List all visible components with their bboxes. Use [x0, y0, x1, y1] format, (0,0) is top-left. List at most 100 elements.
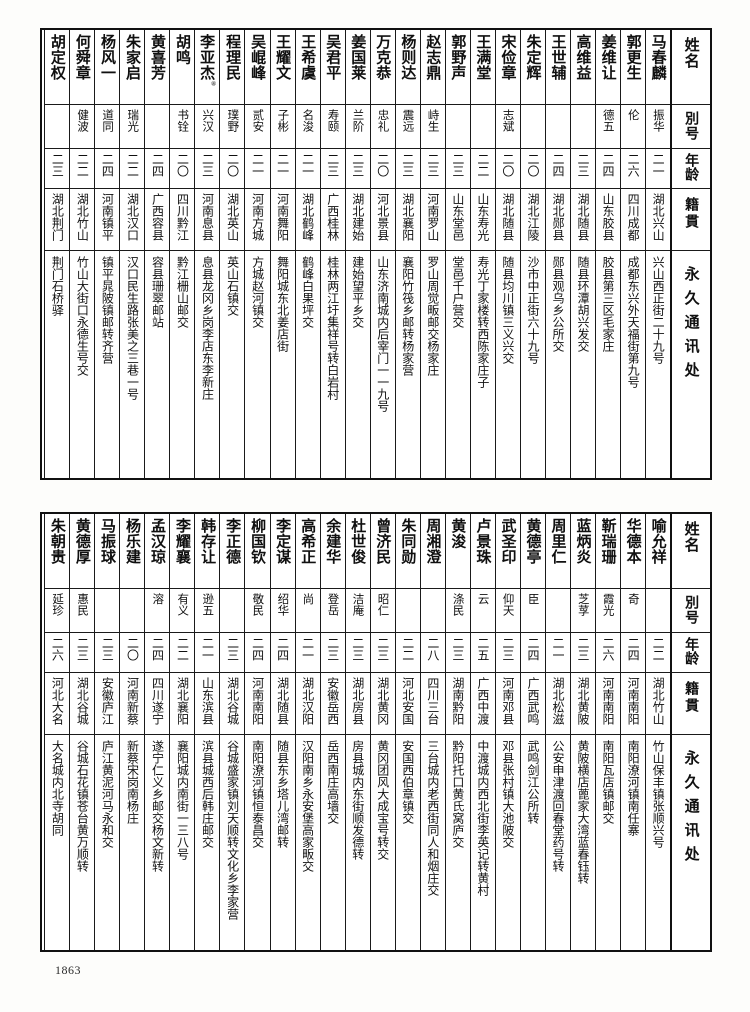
person-column[interactable]: 郭野声 二三 山东堂邑 堂邑千户营交: [444, 30, 470, 478]
person-column[interactable]: 蓝炳炎 芝莩 二三 湖北黄陂 黄陂横店蓖家大湾蓝春钰转: [569, 514, 595, 950]
person-age-text: 二二: [75, 153, 90, 177]
person-column[interactable]: 黄德厚 惠民 二三 湖北谷城 谷城石花镇苍台黄万顺转: [69, 514, 95, 950]
person-age-text: 二三: [75, 637, 90, 661]
person-name: 朱家启: [120, 30, 144, 104]
person-column[interactable]: 马振球 二三 安徽庐江 庐江黄泥河马永和交: [94, 514, 120, 950]
person-address-text: 武鸣剑江公所转: [525, 740, 540, 824]
person-column[interactable]: 吴崐峰 贰安 二一 河南方城 方城赵河镇交: [244, 30, 270, 478]
person-age: 二五: [470, 632, 495, 672]
person-column[interactable]: 靳瑞珊 霞光 二六 河南南阳 南阳瓦店镇邮交: [594, 514, 620, 950]
person-column[interactable]: 朱定辉 二〇 湖北江陵 沙市中正街六十九号: [519, 30, 545, 478]
label-origin: 籍貫: [672, 188, 710, 250]
person-alias-text: 绍华: [276, 593, 291, 616]
person-age-text: 二一: [200, 637, 215, 661]
person-age: 二四: [520, 632, 545, 672]
person-column[interactable]: 杨乐建 二〇 河南新蔡 新蔡宋岗南杨庄: [119, 514, 145, 950]
person-address: 竹山保丰镇张顺兴号: [645, 734, 670, 950]
person-origin: 湖北建始: [345, 188, 370, 250]
person-column[interactable]: 周湘澄 二八 四川三台 三台城内老西街同人和烟庄交: [419, 514, 445, 950]
person-address: 成都东兴外天福街第九号: [620, 250, 645, 478]
label-address: 永久通讯处: [672, 250, 710, 478]
person-alias: 涤民: [445, 588, 470, 632]
person-age: 二四: [145, 632, 170, 672]
person-column[interactable]: 武圣印 仰天 二三 河南邓县 邓县张村镇大池陂交: [494, 514, 520, 950]
person-address: 镇平晁陂镇邮转齐营: [95, 250, 120, 478]
person-address-text: 遂宁仁义乡邮交杨文新转: [150, 740, 165, 872]
person-alias: 寿颐: [320, 104, 345, 148]
person-column[interactable]: 华德本奇二四 河南南阳 南阳潦河镇南任寨: [619, 514, 645, 950]
person-address: 鹤峰白果坪交: [295, 250, 320, 478]
person-column[interactable]: 黄喜芳 二四 广西容县 容县珊翠邮站: [144, 30, 170, 478]
person-name-text: 郭野声: [449, 34, 468, 81]
person-column[interactable]: 赵志鼎 峙生 二三 河南罗山 罗山周觉畈邮交杨家庄: [419, 30, 445, 478]
person-column[interactable]: 朱朝贵 延珍 二六 河北大名 大名城内北寺胡同: [44, 514, 70, 950]
person-column[interactable]: 李耀襄 有义 二二 湖北襄阳 襄阳城内南街一三八号: [169, 514, 195, 950]
person-column[interactable]: 姜国莱 兰阶 二三 湖北建始 建始望平乡交: [344, 30, 370, 478]
person-age: 二一: [645, 148, 670, 188]
person-alias: [545, 588, 570, 632]
person-column[interactable]: 周里仁 二一 湖北松滋 公安申津渡回春堂药号转: [544, 514, 570, 950]
person-column[interactable]: 卢景珠云二五 广西中渡 中渡城内西北街李英记转黄村: [469, 514, 495, 950]
person-column[interactable]: 李亚杰⑧ 兴汉 二三 河南息县 息县龙冈乡岗李店东李新庄: [194, 30, 220, 478]
person-column[interactable]: 柳国钦 敬民 二四 河南南阳 南阳潦河镇恒泰昌交: [244, 514, 270, 950]
person-age: 二二: [470, 148, 495, 188]
person-column[interactable]: 程理民 璞野 二〇 湖北英山 英山石镇交: [219, 30, 245, 478]
person-column[interactable]: 胡鸣 书铨 二〇 四川黔江 黔江栅山邮交: [169, 30, 195, 478]
person-name: 马振球: [95, 514, 119, 588]
person-column[interactable]: 高维益 二三 湖北随县 随县环潭胡兴发交: [569, 30, 595, 478]
person-column[interactable]: 胡定权 二三 湖北荆门 荆门石桥驿: [44, 30, 70, 478]
person-column[interactable]: 韩存让 逊五 二一 山东滨县 滨县城西后韩庄邮交: [194, 514, 220, 950]
person-column[interactable]: 黄德亭臣二四 广西武鸣 武鸣剑江公所转: [519, 514, 545, 950]
person-column[interactable]: 曾济民 昭仁 二三 湖北黄冈 黄冈团风大成宝号转交: [369, 514, 395, 950]
person-column[interactable]: 吴君平 寿颐 二三 广西桂林 桂林两江圩集祥号转白岩村: [319, 30, 345, 478]
person-alias: 霞光: [595, 588, 620, 632]
person-column[interactable]: 王满堂 二二 山东寿光 寿光丁家楼转西陈家庄子: [469, 30, 495, 478]
person-column[interactable]: 孟汉琼溶二四 四川遂宁 遂宁仁义乡邮交杨文新转: [144, 514, 170, 950]
person-alias: 志斌: [495, 104, 520, 148]
person-column[interactable]: 马春麟 振华 二一 湖北兴山 兴山西正街二十九号: [644, 30, 670, 478]
person-column[interactable]: 黄浚 涤民 二三 湖南黔阳 黔阳托口黄氏窝庐交: [444, 514, 470, 950]
person-name: 黄浚: [446, 514, 470, 588]
person-column[interactable]: 余建华 登岳 二三 安徽岳西 岳西南庄高墙交: [319, 514, 345, 950]
person-origin: 湖北襄阳: [395, 188, 420, 250]
person-column[interactable]: 王希虞 名浚 二一 湖北鹤峰 鹤峰白果坪交: [294, 30, 320, 478]
person-age: 二一: [295, 632, 320, 672]
person-column[interactable]: 何舜章 健波 二二 湖北竹山 竹山大街口永德生号交: [69, 30, 95, 478]
person-age-text: 二四: [626, 637, 641, 661]
person-origin: 河北安国: [395, 672, 420, 734]
person-address: 沙市中正街六十九号: [520, 250, 545, 478]
person-column[interactable]: 朱家启 瑞光 二二 湖北汉口 汉口民生路张美之三巷一号: [119, 30, 145, 478]
person-name: 程理民: [220, 30, 244, 104]
person-column[interactable]: 杨则达 震远 二三 湖北襄阳 襄阳竹筏乡邮转杨家营: [394, 30, 420, 478]
person-column[interactable]: 杜世俊 洁庵 二三 湖北房县 房县城内东街顺发德转: [344, 514, 370, 950]
person-column[interactable]: 郭更生伦二六 四川成都 成都东兴外天福街第九号: [619, 30, 645, 478]
person-column[interactable]: 王世辅 二四 湖北郧县 郧县观乌乡公所交: [544, 30, 570, 478]
person-column[interactable]: 喻允祥 二二 湖北竹山 竹山保丰镇张顺兴号: [644, 514, 670, 950]
person-name-text: 程理民: [224, 34, 243, 81]
person-age: 二三: [45, 148, 70, 188]
person-origin: 湖北随县: [270, 672, 295, 734]
person-column[interactable]: 宋俭章 志斌 二〇 湖北随县 随县均川镇三义兴交: [494, 30, 520, 478]
person-age: 二一: [270, 148, 295, 188]
person-address: 汉阳南乡永安堡高家畈交: [295, 734, 320, 950]
person-column[interactable]: 朱同勋 二二 河北安国 安国西伯章镇交: [394, 514, 420, 950]
person-column[interactable]: 李定谋 绍华 二四 湖北随县 随县东乡塔儿湾邮转: [269, 514, 295, 950]
person-age-text: 二〇: [375, 153, 390, 177]
person-column[interactable]: 万克恭 忠礼 二〇 河北景县 山东济南城内后宰门一一九号: [369, 30, 395, 478]
person-column[interactable]: 姜维让 德五 二四 山东胶县 胶县第三区毛家庄: [594, 30, 620, 478]
person-origin: 四川三台: [420, 672, 445, 734]
person-column[interactable]: 王耀文 子彬 二一 河南舞阳 舞阳城东北姜店街: [269, 30, 295, 478]
person-origin: 河南南阳: [620, 672, 645, 734]
person-age: 二六: [595, 632, 620, 672]
person-column[interactable]: 高希正尚二一 湖北汉阳 汉阳南乡永安堡高家畈交: [294, 514, 320, 950]
person-alias-text: 震远: [401, 109, 416, 132]
person-column[interactable]: 李正德 二三 湖北谷城 谷城盛家镇刘天顺转文化乡李家营: [219, 514, 245, 950]
person-address-text: 鹤峰白果坪交: [300, 256, 315, 328]
person-origin-text: 四川成都: [626, 193, 641, 241]
person-age-text: 二三: [400, 153, 415, 177]
person-origin-text: 河南南阳: [626, 677, 641, 725]
person-age: 二四: [595, 148, 620, 188]
person-column[interactable]: 杨风一 道同 二四 河南镇平 镇平晁陂镇邮转齐营: [94, 30, 120, 478]
label-age-text: 年龄: [683, 153, 700, 181]
person-origin: 湖北谷城: [70, 672, 95, 734]
